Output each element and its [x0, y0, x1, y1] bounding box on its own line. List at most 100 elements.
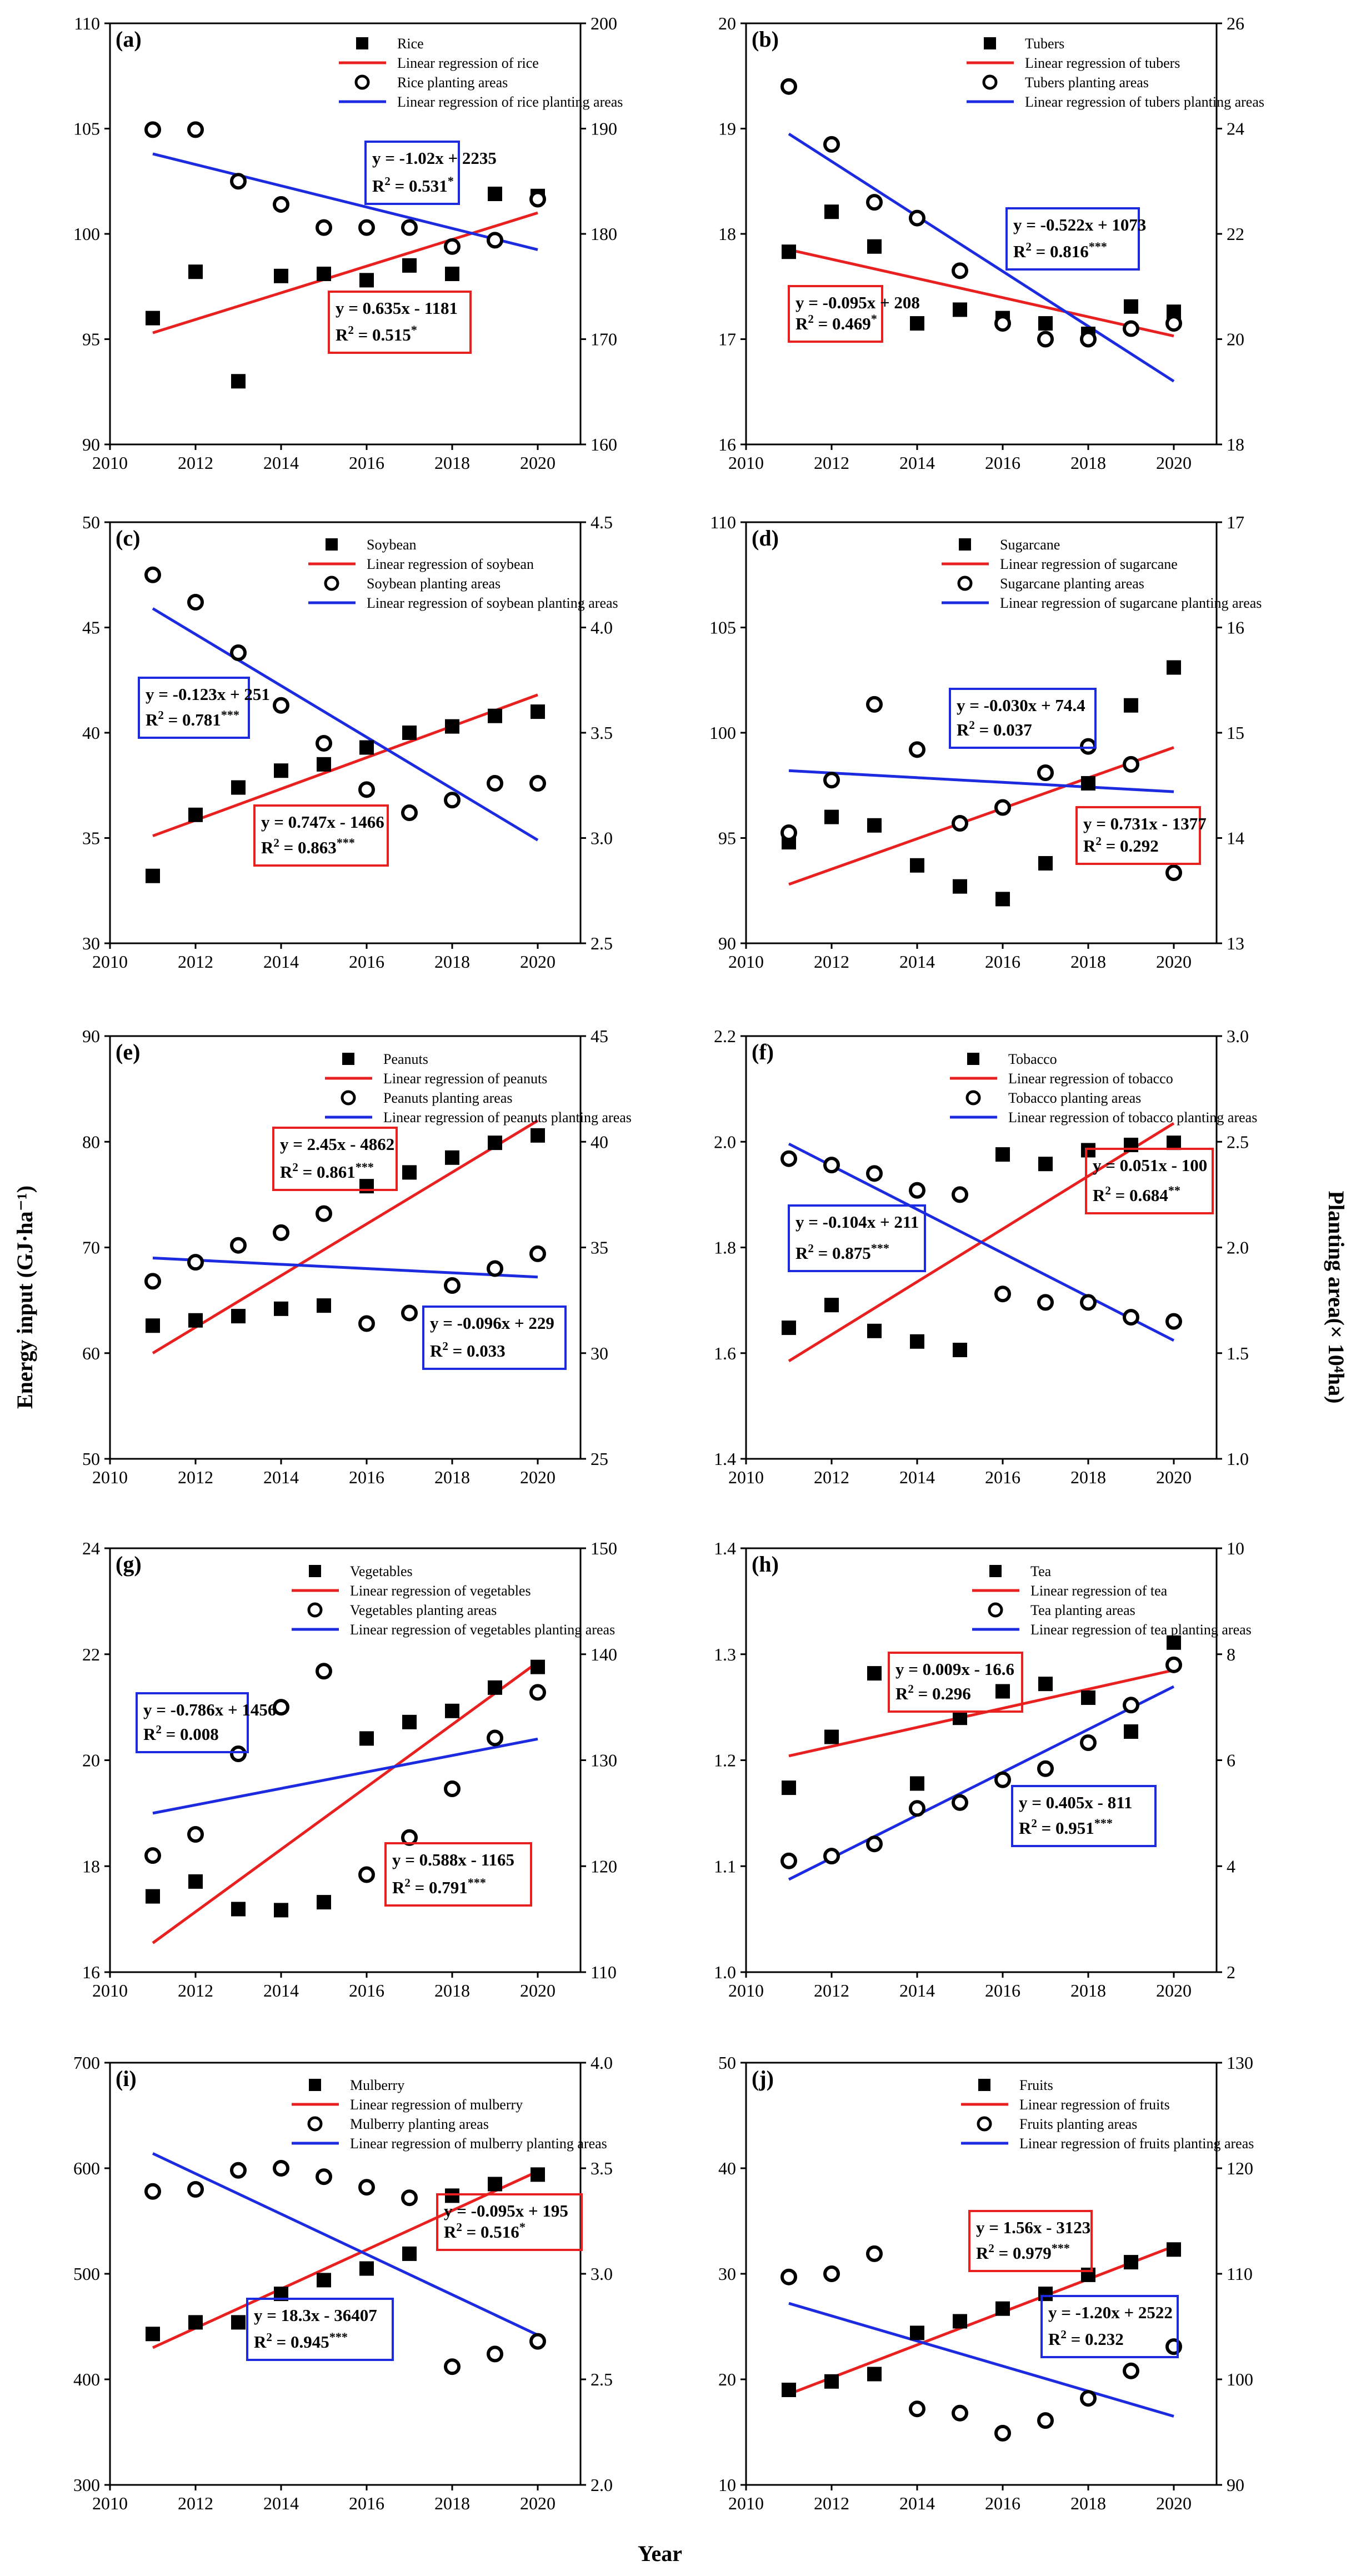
- data-point-square: [1167, 1635, 1181, 1650]
- data-point-square: [359, 740, 374, 755]
- data-point-circle: [401, 2189, 418, 2207]
- data-point-circle: [316, 219, 332, 236]
- y-right-tick-label: 200: [591, 13, 617, 33]
- data-point-square: [146, 2327, 160, 2342]
- data-point-square: [1124, 2255, 1138, 2270]
- equation-box: y = -0.104x + 211 R2 = 0.875***: [788, 1204, 926, 1272]
- data-point-circle: [358, 781, 375, 798]
- x-tick-label: 2018: [1070, 453, 1106, 473]
- r-squared-text: R2 = 0.863***: [261, 836, 355, 857]
- x-tick-label: 2012: [178, 952, 213, 972]
- equation-box: y = 18.3x - 36407 R2 = 0.945***: [246, 2298, 394, 2361]
- data-point-circle: [273, 1699, 289, 1716]
- legend-label: Linear regression of soybean planting ar…: [367, 595, 618, 611]
- y-right-tick-label: 3.0: [591, 2264, 613, 2284]
- data-point-circle: [1080, 738, 1097, 755]
- y-left-tick-label: 22: [82, 1644, 100, 1664]
- data-point-square: [824, 809, 839, 824]
- data-point-square: [402, 1714, 417, 1729]
- panel-g: 2010 2012 2014 2016 2018 2020 16 18 20 22 24 110 120…: [82, 1538, 617, 2000]
- x-tick-label: 2016: [985, 1467, 1020, 1487]
- panel-a: 2010 2012 2014 2016 2018 2020 90 95 100 105 110 160…: [73, 13, 623, 473]
- y-left-tick-label: 17: [718, 329, 736, 349]
- regression-line: [788, 248, 1174, 338]
- r-squared-text: R2 = 0.037: [957, 718, 1032, 739]
- data-point-circle: [358, 2179, 375, 2196]
- y-right-tick-label: 2.5: [591, 2369, 613, 2389]
- x-tick-label: 2018: [434, 1980, 470, 2000]
- data-point-square: [146, 868, 160, 883]
- y-left-tick-label: 1.4: [714, 1449, 736, 1469]
- x-tick-label: 2014: [263, 2493, 299, 2513]
- panel-label: (j): [752, 2066, 774, 2091]
- legend-label: Linear regression of vegetables: [350, 1583, 531, 1599]
- r-squared-text: R2 = 0.232: [1048, 2328, 1124, 2349]
- equation-box: y = 0.635x - 1181 R2 = 0.515*: [328, 291, 472, 354]
- x-tick-label: 2012: [814, 1980, 849, 2000]
- y-left-tick-label: 400: [73, 2369, 100, 2389]
- y-left-tick-label: 600: [73, 2158, 100, 2178]
- y-left-tick-label: 500: [73, 2264, 100, 2284]
- data-point-circle: [487, 774, 503, 792]
- data-point-square: [231, 780, 246, 795]
- data-point-square: [402, 258, 417, 273]
- panel-h: 2010 2012 2014 2016 2018 2020 1.0 1.1 1.2 1.3 1.4 2…: [714, 1538, 1252, 2000]
- legend-label: Linear regression of tea planting areas: [1030, 1622, 1252, 1638]
- y-left-tick-label: 95: [718, 828, 736, 848]
- data-point-circle: [444, 1277, 461, 1294]
- equation-border: [1005, 207, 1140, 271]
- r-squared-text: R2 = 0.781***: [146, 708, 239, 729]
- y-right-tick-label: 3.0: [1227, 1026, 1249, 1046]
- equation-box: y = -0.786x + 1456 R2 = 0.008: [136, 1692, 276, 1753]
- y-left-tick-label: 20: [718, 2369, 736, 2389]
- left-axis-title: Energy input (GJ·ha⁻¹): [12, 1186, 37, 1409]
- data-point-square: [953, 302, 967, 317]
- x-tick-label: 2016: [349, 453, 384, 473]
- legend-label: Linear regression of tubers planting are…: [1025, 94, 1264, 110]
- data-point-square: [231, 1902, 246, 1917]
- y-left-tick-label: 1.2: [714, 1750, 736, 1770]
- equation-border: [1075, 806, 1201, 865]
- data-point-circle: [230, 1745, 247, 1763]
- legend-label: Tubers planting areas: [1025, 74, 1149, 91]
- data-point-circle: [866, 2245, 883, 2262]
- legend-label: Fruits: [1019, 2077, 1053, 2093]
- x-tick-label: 2018: [434, 2493, 470, 2513]
- data-point-square: [995, 1147, 1010, 1162]
- y-right-tick-label: 1.5: [1227, 1343, 1249, 1363]
- y-right-tick-label: 10: [1227, 1538, 1244, 1558]
- data-point-square: [910, 1776, 924, 1791]
- equation-text: y = 0.588x - 1165: [392, 1850, 514, 1869]
- equation-border: [788, 1204, 926, 1272]
- data-point-square: [910, 2325, 924, 2340]
- y-right-tick-label: 3.5: [591, 723, 613, 743]
- x-tick-label: 2014: [899, 952, 935, 972]
- equation-border: [246, 2298, 394, 2361]
- regression-line: [152, 2170, 539, 2349]
- x-tick-label: 2012: [814, 1467, 849, 1487]
- data-point-square: [445, 719, 459, 734]
- y-left-tick-label: 50: [82, 512, 100, 532]
- y-left-tick-label: 40: [718, 2158, 736, 2178]
- y-right-tick-label: 17: [1227, 512, 1244, 532]
- data-point-circle: [1080, 2390, 1097, 2407]
- x-tick-label: 2012: [178, 2493, 213, 2513]
- legend-label: Peanuts planting areas: [383, 1090, 513, 1106]
- plot-frame: [109, 2062, 582, 2486]
- equation-border: [253, 804, 389, 867]
- data-point-square: [531, 704, 545, 719]
- legend-marker-square: [356, 37, 368, 49]
- y-left-tick-label: 50: [82, 1449, 100, 1469]
- legend-label: Linear regression of tea: [1030, 1583, 1168, 1599]
- data-point-square: [867, 239, 882, 254]
- data-point-square: [867, 818, 882, 833]
- data-point-circle: [909, 2400, 925, 2418]
- data-point-square: [782, 2383, 796, 2397]
- equation-border: [968, 2210, 1093, 2272]
- y-right-tick-label: 2.5: [1227, 1132, 1249, 1152]
- data-point-circle: [780, 1150, 797, 1167]
- data-point-square: [531, 1128, 545, 1143]
- data-point-square: [1038, 1677, 1053, 1692]
